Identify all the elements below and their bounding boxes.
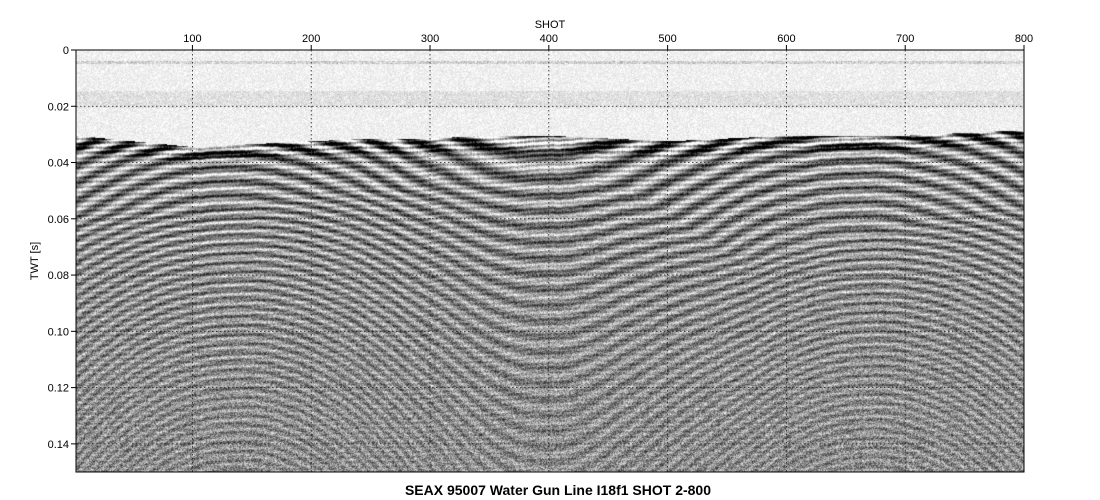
x-tick-label: 700 — [896, 33, 914, 45]
x-tick-label: 200 — [302, 33, 320, 45]
x-tick-label: 600 — [777, 33, 795, 45]
x-tick-label: 500 — [658, 33, 676, 45]
x-axis: 100 200 300 400 500 600 700 800 — [183, 33, 1033, 50]
y-tick-label: 0.12 — [48, 383, 69, 395]
x-tick-label: 400 — [540, 33, 558, 45]
y-tick-label: 0.06 — [48, 214, 69, 226]
x-tick-label: 300 — [421, 33, 439, 45]
seismic-amplitude-image — [76, 50, 1024, 472]
x-tick-label: 800 — [1015, 33, 1033, 45]
y-tick-label: 0.02 — [48, 101, 69, 113]
x-tick-label: 100 — [183, 33, 201, 45]
plot-frame — [75, 49, 1025, 473]
x-axis-title: SHOT — [535, 19, 566, 31]
chart-title: SEAX 95007 Water Gun Line I18f1 SHOT 2-8… — [405, 482, 711, 498]
y-tick-label: 0.10 — [48, 326, 69, 338]
y-tick-label: 0 — [63, 45, 69, 57]
y-tick-label: 0.04 — [48, 158, 69, 170]
y-tick-label: 0.08 — [48, 270, 69, 282]
y-axis-title: TWT [s] — [29, 242, 41, 280]
y-axis: 0 0.02 0.04 0.06 0.08 0.10 0.12 0.14 — [48, 45, 76, 451]
seismic-texture — [76, 50, 1024, 472]
y-tick-label: 0.14 — [48, 439, 69, 451]
